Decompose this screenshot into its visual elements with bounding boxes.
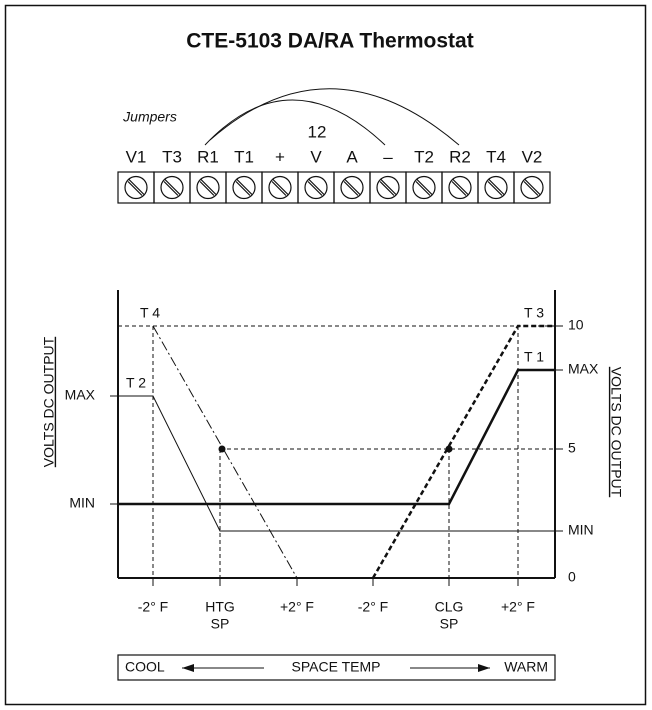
setpoint-dot	[218, 445, 226, 453]
level-label: MIN	[69, 495, 95, 511]
terminal-label: T3	[162, 147, 182, 166]
terminal-label: T2	[414, 147, 434, 166]
screw-slot	[199, 181, 215, 196]
screw-slot	[128, 179, 145, 195]
screw-slot	[200, 179, 217, 195]
terminal-label: V	[310, 147, 322, 166]
x-label: SP	[211, 616, 230, 632]
screw-slot	[235, 181, 251, 196]
screw-slot	[163, 181, 179, 196]
x-label: +2° F	[501, 599, 535, 615]
terminal-label: V1	[126, 147, 147, 166]
screw	[268, 175, 292, 200]
screw-slot	[343, 181, 359, 196]
supply-voltage: 12	[308, 122, 327, 141]
setpoint-dot	[445, 445, 453, 453]
screw-slot	[452, 179, 469, 195]
screw-slot	[344, 179, 361, 195]
t1-curve	[118, 368, 555, 506]
guides	[118, 325, 555, 578]
screw-slot	[271, 181, 287, 196]
jumpers-label: Jumpers	[122, 109, 177, 125]
screw	[160, 175, 184, 200]
screw-slot	[451, 181, 467, 196]
terminal-label: T4	[486, 147, 506, 166]
x-label: CLG	[435, 599, 464, 615]
scale-right: WARM	[504, 659, 548, 675]
screw	[376, 175, 400, 200]
terminal-block: V1 T3 R1 T1 + V A – T2 R2 T4 V2	[117, 147, 551, 204]
curve-label: T 1	[524, 349, 544, 365]
axis-title: VOLTS DC OUTPUT	[608, 367, 624, 498]
terminal-label: R1	[197, 147, 219, 166]
screw-slot	[523, 181, 539, 196]
x-label: -2° F	[138, 599, 169, 615]
level-label: 10	[568, 317, 584, 333]
screw	[520, 175, 544, 200]
x-label: +2° F	[280, 599, 314, 615]
x-label: -2° F	[358, 599, 389, 615]
curve-label: T 4	[140, 305, 160, 321]
graph: T 4 T 2 T 3 T 1 MAX MIN 10 MAX 5 MIN 0 V…	[41, 290, 624, 632]
screw	[304, 175, 328, 200]
screw	[196, 175, 220, 200]
screw	[412, 175, 436, 200]
screw	[124, 175, 148, 200]
screw-slot	[487, 181, 503, 196]
level-label: 5	[568, 440, 576, 456]
level-label: 0	[568, 569, 576, 585]
screw-slot	[307, 181, 323, 196]
jumper	[204, 99, 386, 146]
t3-curve	[371, 324, 555, 579]
x-label: SP	[440, 616, 459, 632]
scale-center: SPACE TEMP	[292, 659, 381, 675]
terminal-label: R2	[449, 147, 471, 166]
level-label: MIN	[568, 522, 594, 538]
screw-slot	[164, 179, 181, 195]
scale-left: COOL	[125, 659, 165, 675]
terminal-label: –	[383, 147, 393, 166]
axis-title: VOLTS DC OUTPUT	[41, 336, 57, 467]
screw-slot	[524, 179, 541, 195]
curve-label: T 2	[126, 375, 146, 391]
x-label: HTG	[205, 599, 235, 615]
t4-curve	[152, 325, 298, 579]
screw-slot	[127, 181, 143, 196]
screw	[232, 175, 256, 200]
frame	[4, 4, 647, 706]
screw-slot	[236, 179, 253, 195]
t2-curve	[118, 395, 555, 532]
terminal-label: V2	[522, 147, 543, 166]
screw-slot	[488, 179, 505, 195]
screw	[448, 175, 472, 200]
terminal-label: A	[346, 147, 358, 166]
scale-bar: COOL SPACE TEMP WARM	[117, 654, 556, 681]
terminal	[513, 171, 551, 204]
curve-label: T 3	[524, 305, 544, 321]
terminal-label: +	[275, 147, 285, 166]
screw-slot	[416, 179, 433, 195]
screw-slot	[415, 181, 431, 196]
terminal-label: T1	[234, 147, 254, 166]
screw-slot	[308, 179, 325, 195]
screw	[484, 175, 508, 200]
title: CTE-5103 DA/RA Thermostat	[186, 30, 473, 53]
jumper	[209, 88, 460, 146]
screw	[340, 175, 364, 200]
screw-slot	[379, 181, 395, 196]
screw-slot	[272, 179, 289, 195]
level-label: MAX	[65, 387, 96, 403]
screw-slot	[380, 179, 397, 195]
level-label: MAX	[568, 361, 599, 377]
